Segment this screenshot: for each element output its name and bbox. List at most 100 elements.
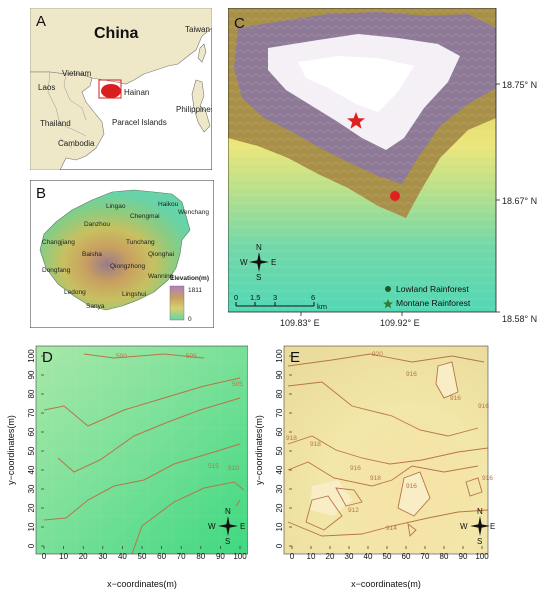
x-tick-label: 10	[307, 552, 316, 561]
x-axis-label: x−coordinates(m)	[351, 579, 421, 589]
y-tick-label: 0	[275, 543, 284, 548]
y-axis: 0 10 20 30 40 50 60 70 80 90 100	[27, 349, 44, 548]
compass-e-label: E	[271, 258, 276, 267]
x-tick-label: 20	[79, 552, 88, 561]
contour-label: 918	[370, 475, 381, 482]
lat-label-1867: 18.67° N	[502, 196, 537, 206]
x-axis: 0 10 20 30 40 50 60 70 80 90 100	[42, 546, 247, 561]
label-vietnam: Vietnam	[62, 69, 92, 78]
x-tick-label: 50	[138, 552, 147, 561]
scale-tick-3: 3	[273, 293, 277, 302]
lat-label-1875: 18.75° N	[502, 80, 537, 90]
panel-c-terrain-map: C 18.75° N 18.67° N 18.58° N 109.83° E 1…	[228, 8, 537, 328]
label-laos: Laos	[38, 83, 55, 92]
y-tick-label: 40	[27, 465, 36, 474]
city-ledong: Ledong	[64, 289, 86, 296]
label-paracel-islands: Paracel Islands	[112, 118, 167, 127]
compass-s-label: S	[225, 537, 230, 546]
contour-line	[335, 487, 363, 507]
x-tick-label: 20	[326, 552, 335, 561]
city-wanning: Wanning	[148, 273, 174, 280]
x-tick-label: 30	[345, 552, 354, 561]
y-tick-label: 50	[27, 446, 36, 455]
x-tick-label: 30	[98, 552, 107, 561]
contour-label: 916	[450, 395, 461, 402]
elevation-legend-max: 1811	[188, 287, 202, 294]
contour-label: 916	[350, 465, 361, 472]
panel-e-letter: E	[290, 349, 300, 366]
panel-a-map: A China Vietnam Laos Thailand Cambodia H…	[30, 8, 212, 170]
contour-line	[287, 435, 489, 465]
x-tick-label: 80	[196, 552, 205, 561]
lat-label-1858: 18.58° N	[502, 314, 537, 324]
y-tick-label: 70	[275, 408, 284, 417]
contour-label: 920	[372, 351, 383, 358]
y-tick-label: 60	[275, 427, 284, 436]
lowland-rainforest-dot	[390, 191, 400, 201]
contour-label: 505	[232, 381, 243, 388]
city-qionghai: Qionghai	[148, 251, 174, 258]
contour-label: 912	[348, 507, 359, 514]
city-sanya: Sanya	[86, 303, 105, 310]
compass-n-label: N	[225, 507, 231, 516]
contour-line	[43, 443, 241, 521]
legend-montane-label: Montane Rainforest	[396, 298, 471, 308]
city-lingshui: Lingshui	[122, 291, 146, 298]
city-danzhou: Danzhou	[84, 221, 110, 228]
panel-e-contour-plot: 920 916 916 916 918 918 916 918 916 912 …	[254, 345, 495, 589]
scale-unit: km	[317, 302, 327, 311]
y-tick-label: 100	[275, 349, 284, 363]
panel-a-letter: A	[36, 13, 46, 30]
label-philippines: Philippines	[176, 105, 212, 114]
contour-label: 510	[228, 465, 239, 472]
y-tick-label: 80	[275, 389, 284, 398]
y-tick-label: 30	[27, 484, 36, 493]
city-qiongzhong: Qiongzhong	[110, 263, 145, 270]
y-tick-label: 60	[27, 427, 36, 436]
contour-line	[287, 509, 489, 537]
x-tick-label: 40	[118, 552, 127, 561]
y-axis: 0 10 20 30 40 50 60 70 80 90 100	[275, 349, 292, 548]
contour-line	[397, 471, 431, 517]
city-chengmai: Chengmai	[130, 213, 160, 220]
city-wenchang: Wenchang	[178, 209, 209, 216]
taiwan-landmass	[197, 43, 207, 63]
x-tick-label: 100	[475, 552, 489, 561]
y-tick-label: 20	[27, 503, 36, 512]
contour-line	[287, 381, 479, 437]
y-tick-label: 40	[275, 465, 284, 474]
hainan-island	[101, 84, 121, 98]
x-tick-label: 60	[402, 552, 411, 561]
contour-line	[57, 397, 241, 473]
y-tick-label: 30	[275, 484, 284, 493]
x-tick-label: 40	[364, 552, 373, 561]
label-thailand: Thailand	[40, 119, 71, 128]
contour-label: 505	[186, 353, 197, 360]
city-changjiang: Changjiang	[42, 239, 75, 246]
scale-tick-6: 6	[311, 293, 315, 302]
y-tick-label: 10	[275, 522, 284, 531]
panel-b-map: B Lingao Haikou Chengmai Wenchang Danzho…	[30, 180, 214, 328]
contour-line	[131, 481, 245, 555]
contour-label: 914	[386, 525, 397, 532]
x-tick-label: 100	[233, 552, 247, 561]
compass-e-label: E	[490, 522, 495, 531]
city-tunchang: Tunchang	[126, 239, 155, 246]
legend-lowland-label: Lowland Rainforest	[396, 284, 469, 294]
city-dongfang: Dongfang	[42, 267, 71, 274]
hainan-elevation-island	[39, 189, 191, 311]
x-tick-label: 50	[383, 552, 392, 561]
panel-e-compass: N S E W	[460, 507, 495, 546]
panel-b-letter: B	[36, 185, 46, 202]
x-tick-label: 70	[177, 552, 186, 561]
x-tick-label: 70	[421, 552, 430, 561]
contour-label: 916	[406, 483, 417, 490]
compass-w-label: W	[460, 522, 468, 531]
contour-line	[83, 353, 205, 359]
y-axis-label: y−coordinates(m)	[6, 415, 16, 485]
label-taiwan: Taiwan	[185, 25, 210, 34]
legend-lowland-dot-icon	[385, 286, 391, 292]
compass-n-label: N	[256, 243, 262, 252]
panel-c-letter: C	[234, 15, 245, 32]
contour-line	[287, 353, 485, 367]
